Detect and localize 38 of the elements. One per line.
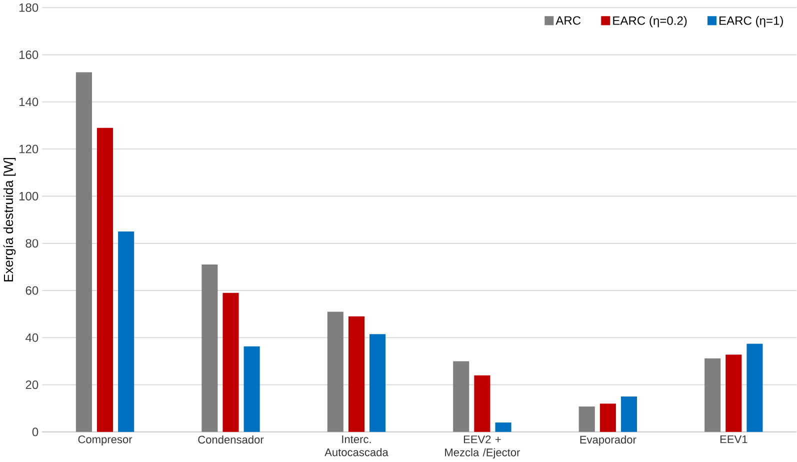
y-tick-label: 100 bbox=[19, 192, 38, 201]
x-tick-label: EEV1 bbox=[720, 436, 748, 444]
y-tick-label: 120 bbox=[19, 144, 38, 154]
legend-label: EARC (η=0.2) bbox=[613, 16, 687, 28]
bar bbox=[96, 128, 114, 432]
bar bbox=[327, 312, 344, 432]
y-tick-label: 160 bbox=[19, 50, 38, 60]
bar bbox=[348, 316, 364, 432]
y-tick-label: 60 bbox=[26, 286, 38, 295]
y-tick-label: 180 bbox=[19, 3, 38, 12]
x-tick-label: EEV2 + Mezcla /Ejector bbox=[445, 436, 520, 459]
legend-label: ARC bbox=[556, 16, 581, 25]
bar bbox=[746, 344, 763, 432]
x-tick-label: Interc. Autocascada bbox=[324, 436, 388, 456]
bar bbox=[222, 292, 239, 432]
bar bbox=[474, 375, 490, 432]
bar bbox=[495, 422, 512, 432]
bar bbox=[76, 72, 92, 432]
y-tick-label: 140 bbox=[19, 98, 38, 106]
bar bbox=[704, 358, 721, 432]
bar bbox=[453, 361, 470, 432]
bar bbox=[726, 354, 742, 432]
bar bbox=[202, 264, 218, 432]
y-axis-title: Exergía destruida [W] bbox=[3, 158, 16, 282]
y-tick-label: 0 bbox=[32, 428, 38, 436]
y-tick-label: 40 bbox=[26, 333, 38, 342]
bar bbox=[244, 346, 260, 432]
x-tick-label: Compresor bbox=[78, 436, 132, 446]
y-tick-label: 80 bbox=[26, 239, 38, 248]
bar bbox=[578, 406, 595, 432]
bar bbox=[620, 396, 638, 432]
x-tick-label: Evaporador bbox=[580, 436, 636, 446]
bar bbox=[370, 334, 386, 432]
y-tick-label: 20 bbox=[26, 380, 38, 390]
x-tick-label: Condensador bbox=[198, 436, 264, 444]
bar bbox=[600, 404, 616, 432]
legend-label: EARC (η=1) bbox=[720, 16, 783, 28]
bar bbox=[118, 232, 134, 432]
